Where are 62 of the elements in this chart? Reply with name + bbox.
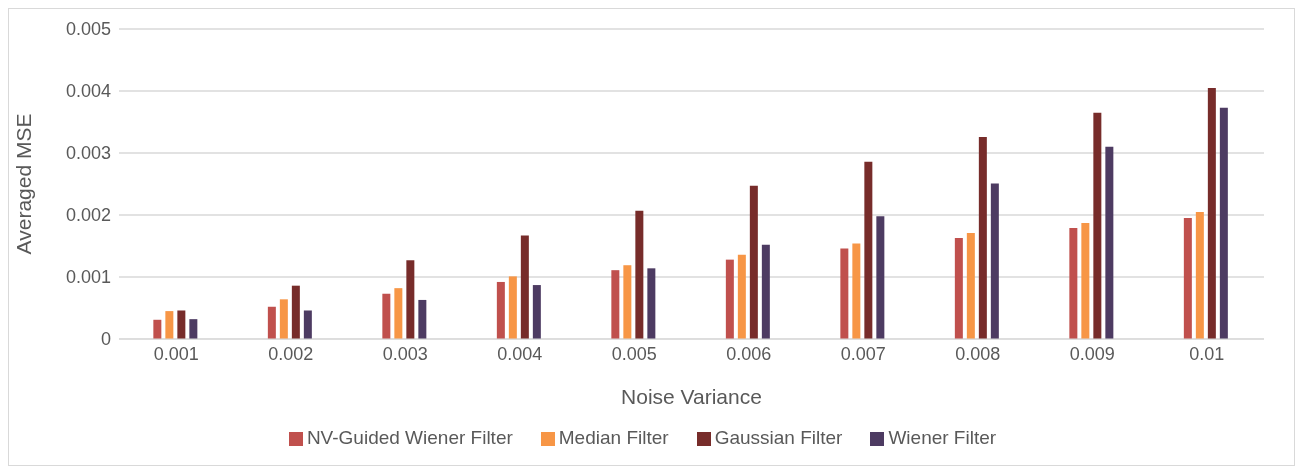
bar	[532, 285, 541, 339]
y-tick-label: 0.005	[65, 19, 111, 40]
legend-label: Median Filter	[558, 427, 669, 448]
bar	[165, 311, 174, 339]
bar	[1183, 218, 1192, 339]
bar	[852, 243, 861, 339]
bar	[508, 276, 517, 339]
x-tick-label: 0.006	[726, 343, 772, 364]
x-tick-label: 0.002	[268, 343, 314, 364]
bar	[177, 310, 186, 339]
x-tick-label: 0.003	[382, 343, 428, 364]
legend-label: NV-Guided Wiener Filter	[306, 427, 513, 448]
bar	[749, 185, 758, 339]
bar	[267, 306, 276, 339]
bar	[279, 299, 288, 339]
y-tick-label: 0.001	[65, 267, 111, 288]
legend-label: Gaussian Filter	[714, 427, 843, 448]
y-tick-label: 0.002	[65, 205, 111, 226]
y-axis-title: Averaged MSE	[12, 113, 36, 255]
bar	[737, 254, 746, 339]
bar	[635, 210, 644, 339]
bar	[966, 232, 975, 339]
bar	[291, 285, 300, 339]
bar	[189, 319, 198, 339]
x-tick-label: 0.008	[955, 343, 1001, 364]
bar	[876, 216, 885, 339]
bar	[394, 288, 403, 339]
bar	[954, 237, 963, 339]
bar	[864, 161, 873, 339]
bar	[153, 319, 162, 339]
bar	[840, 248, 849, 339]
bar	[978, 136, 987, 339]
bar	[1195, 211, 1204, 339]
x-tick-label: 0.009	[1069, 343, 1115, 364]
bar	[611, 270, 620, 339]
bar	[406, 260, 415, 339]
y-tick-label: 0.004	[65, 81, 111, 102]
bar	[990, 183, 999, 339]
bar	[647, 268, 656, 339]
bar	[623, 265, 632, 339]
x-tick-label: 0.005	[611, 343, 657, 364]
x-tick-label: 0.001	[153, 343, 199, 364]
legend-label: Wiener Filter	[888, 427, 997, 448]
bar	[1219, 107, 1228, 339]
bar	[761, 244, 770, 339]
bar	[1093, 112, 1102, 339]
x-tick-label: 0.007	[840, 343, 886, 364]
y-tick-label: 0.003	[65, 143, 111, 164]
bar	[382, 293, 391, 339]
x-axis-title: Noise Variance	[621, 385, 762, 408]
bar	[1069, 228, 1078, 339]
bar	[1207, 87, 1216, 339]
x-tick-label: 0.01	[1189, 343, 1225, 364]
bar	[303, 310, 312, 339]
bar	[496, 281, 505, 339]
x-tick-label: 0.004	[497, 343, 543, 364]
bar	[1081, 223, 1090, 339]
bar	[418, 299, 427, 339]
bar	[520, 235, 529, 339]
bar	[725, 259, 734, 339]
y-tick-label: 0	[100, 329, 111, 350]
bar	[1105, 146, 1114, 339]
